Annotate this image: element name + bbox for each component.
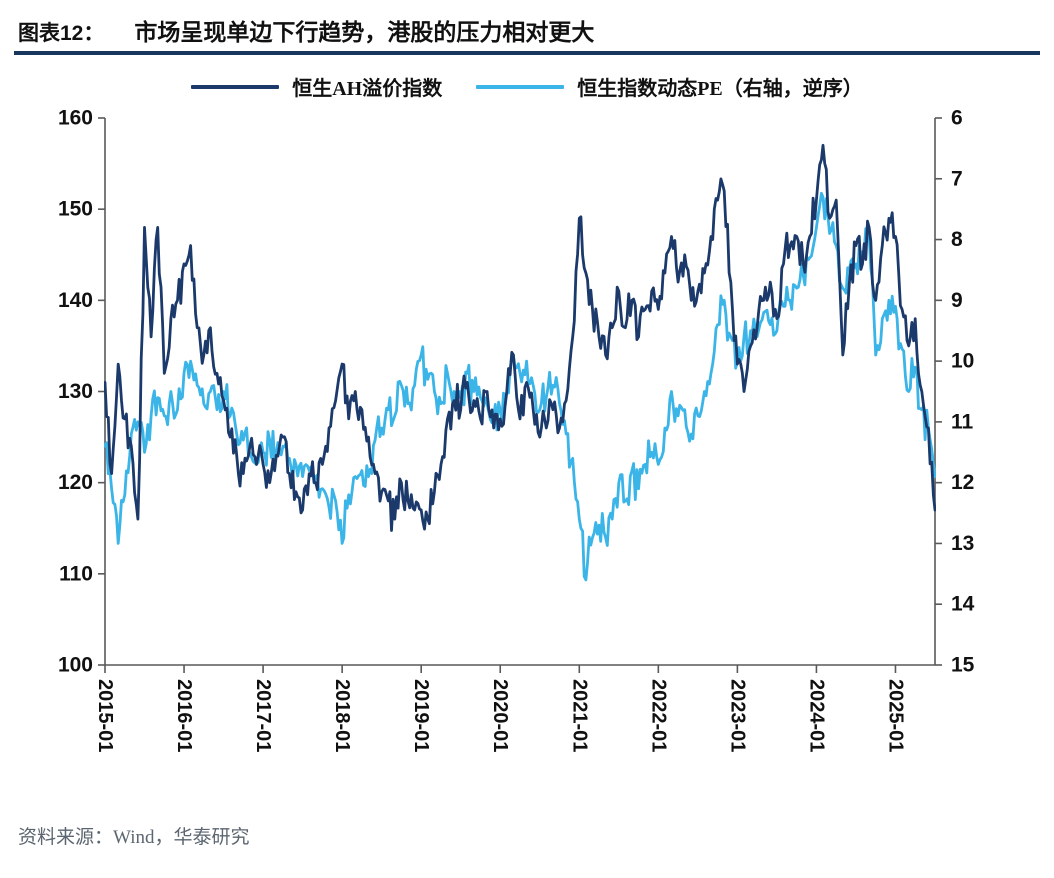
left-axis-label: 130 <box>58 380 93 403</box>
legend-line-swatch-lightblue <box>476 84 565 89</box>
chart-legend: 恒生AH溢价指数 恒生指数动态PE（右轴，逆序） <box>0 72 1054 101</box>
right-axis-label: 11 <box>951 410 974 433</box>
left-axis-label: 140 <box>58 289 93 312</box>
legend-item-hsi-pe: 恒生指数动态PE（右轴，逆序） <box>476 72 863 101</box>
left-axis-label: 120 <box>58 471 93 494</box>
legend-label: 恒生AH溢价指数 <box>292 78 443 100</box>
right-axis-label: 9 <box>951 289 963 312</box>
x-axis-label: 2020-01 <box>489 679 511 752</box>
source-label: 资料来源： <box>18 827 114 848</box>
right-axis-label: 7 <box>951 167 963 190</box>
figure-title: 图表12： 市场呈现单边下行趋势，港股的压力相对更大 <box>18 13 594 47</box>
axes: 100 110 120 130 140 150 160 6 7 8 9 10 11 12 13 14 15 201… <box>58 107 975 753</box>
right-axis-label: 15 <box>951 654 975 677</box>
right-axis-label: 10 <box>951 350 974 373</box>
x-axis-label: 2023-01 <box>726 679 748 752</box>
x-axis-label: 2018-01 <box>331 679 353 752</box>
x-axis-label: 2019-01 <box>410 679 432 752</box>
right-axis-label: 6 <box>951 107 963 130</box>
left-axis-label: 100 <box>58 654 93 677</box>
right-axis-label: 12 <box>951 471 974 494</box>
left-axis-label: 150 <box>58 198 93 221</box>
legend-line-swatch-navy <box>191 84 280 89</box>
x-axis-label: 2024-01 <box>805 679 827 752</box>
figure-number: 图表12： <box>18 22 105 45</box>
legend-label: 恒生指数动态PE（右轴，逆序） <box>577 78 863 100</box>
source-note: 资料来源：Wind，华泰研究 <box>18 822 249 849</box>
x-axis-label: 2021-01 <box>568 679 590 752</box>
right-axis-label: 8 <box>951 228 963 251</box>
right-axis-label: 13 <box>951 532 974 555</box>
x-axis-label: 2017-01 <box>252 679 274 752</box>
figure-title-text: 市场呈现单边下行趋势，港股的压力相对更大 <box>134 20 595 45</box>
source-text: Wind，华泰研究 <box>113 827 250 848</box>
x-axis-label: 2022-01 <box>647 679 669 752</box>
x-axis-label: 2025-01 <box>884 679 906 752</box>
x-axis-label: 2016-01 <box>173 679 195 752</box>
series-hsi-pe <box>104 191 936 582</box>
left-axis-label: 110 <box>59 562 93 585</box>
title-divider <box>14 51 1040 55</box>
series-ah-premium <box>104 143 936 532</box>
right-axis-label: 14 <box>951 593 975 616</box>
series-lines <box>104 143 936 582</box>
legend-item-ah-premium: 恒生AH溢价指数 <box>191 72 442 101</box>
left-axis-label: 160 <box>58 107 93 130</box>
x-axis-label: 2015-01 <box>94 679 116 752</box>
